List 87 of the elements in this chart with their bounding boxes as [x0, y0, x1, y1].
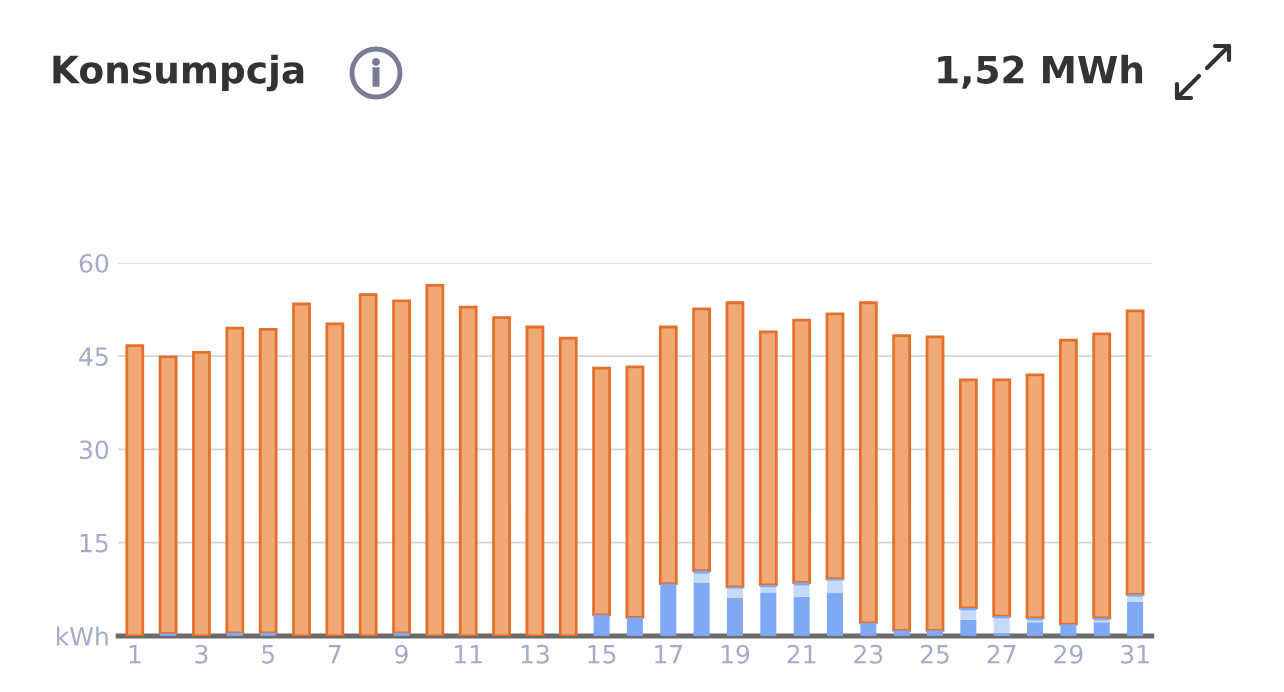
bar: [893, 630, 910, 636]
bar: [892, 334, 912, 632]
bar: [758, 330, 778, 587]
bar: [960, 610, 977, 620]
x-tick-label: 11: [455, 645, 482, 664]
bar: [393, 632, 410, 636]
bar: [425, 283, 445, 636]
x-tick-label: 17: [655, 645, 683, 664]
x-tick-label: 1: [129, 645, 141, 664]
bar: [993, 632, 1010, 636]
bar: [793, 596, 810, 636]
bar: [125, 344, 145, 636]
x-tick-label: 25: [920, 644, 949, 664]
y-tick-label: 45: [79, 347, 108, 367]
bar: [793, 582, 810, 586]
x-tick-label: 19: [721, 644, 750, 664]
bar: [958, 378, 978, 610]
bar: [325, 322, 345, 636]
bar: [693, 582, 710, 636]
bar: [826, 580, 843, 594]
bar: [160, 633, 177, 636]
bar: [1093, 622, 1110, 636]
bar: [760, 592, 777, 636]
bar: [658, 325, 678, 586]
bar: [1059, 338, 1078, 626]
text: 1,52 MWh: [938, 54, 1143, 89]
bar: [626, 617, 643, 636]
bar: [1127, 596, 1144, 602]
bar: [725, 301, 745, 589]
bar: [558, 336, 578, 636]
bar: [825, 312, 845, 581]
x-tick-label: 3: [195, 644, 208, 664]
bar: [793, 585, 810, 597]
bar: [760, 587, 777, 593]
bar: [592, 366, 611, 617]
bar: [927, 630, 944, 636]
bar: [1092, 332, 1112, 620]
bar: [392, 299, 411, 635]
bar: [525, 325, 545, 636]
bar: [726, 588, 743, 599]
x-tick-label: 13: [521, 644, 549, 664]
bar: [960, 619, 977, 636]
bar: [693, 570, 710, 574]
bar: [925, 335, 945, 632]
bar: [726, 598, 743, 636]
bar: [1027, 622, 1044, 636]
x-tick-label: 29: [1054, 644, 1083, 664]
bar: [860, 622, 877, 636]
bar: [226, 632, 243, 636]
bar: [693, 573, 710, 583]
bar: [792, 318, 812, 584]
bar: [358, 293, 378, 636]
x-tick-label: 5: [262, 645, 274, 664]
bar: [993, 618, 1010, 633]
bar: [1025, 373, 1045, 620]
y-tick-label: 15: [80, 533, 108, 553]
bar: [258, 328, 278, 635]
bar: [993, 616, 1010, 619]
bar: [1060, 624, 1077, 636]
bar: [692, 307, 712, 573]
y-tick-label: kWh: [57, 626, 108, 646]
x-tick-label: 31: [1121, 644, 1149, 664]
chart-title: Konsumpcja: [53, 54, 304, 92]
x-tick-label: 7: [328, 645, 341, 664]
bar: [1127, 601, 1144, 636]
bar: [458, 305, 478, 636]
y-tick-label: 60: [79, 253, 109, 273]
x-tick-label: 23: [854, 644, 883, 664]
bar: [593, 614, 610, 636]
x-tick-label: 21: [787, 644, 816, 664]
bar: [625, 365, 645, 619]
bar: [292, 302, 311, 636]
x-tick-label: 15: [588, 645, 616, 664]
bar: [158, 355, 178, 635]
bar: [225, 326, 245, 635]
y-tick-label: 30: [79, 440, 109, 460]
bar: [826, 593, 843, 636]
bar: [492, 316, 511, 636]
bar: [858, 301, 878, 625]
bar: [1125, 309, 1145, 596]
x-tick-label: 9: [395, 644, 408, 664]
bar: [660, 583, 677, 636]
bar: [992, 378, 1012, 618]
bar: [192, 351, 211, 636]
bar: [260, 632, 277, 636]
x-tick-label: 27: [987, 644, 1016, 664]
bar: [1127, 594, 1144, 597]
